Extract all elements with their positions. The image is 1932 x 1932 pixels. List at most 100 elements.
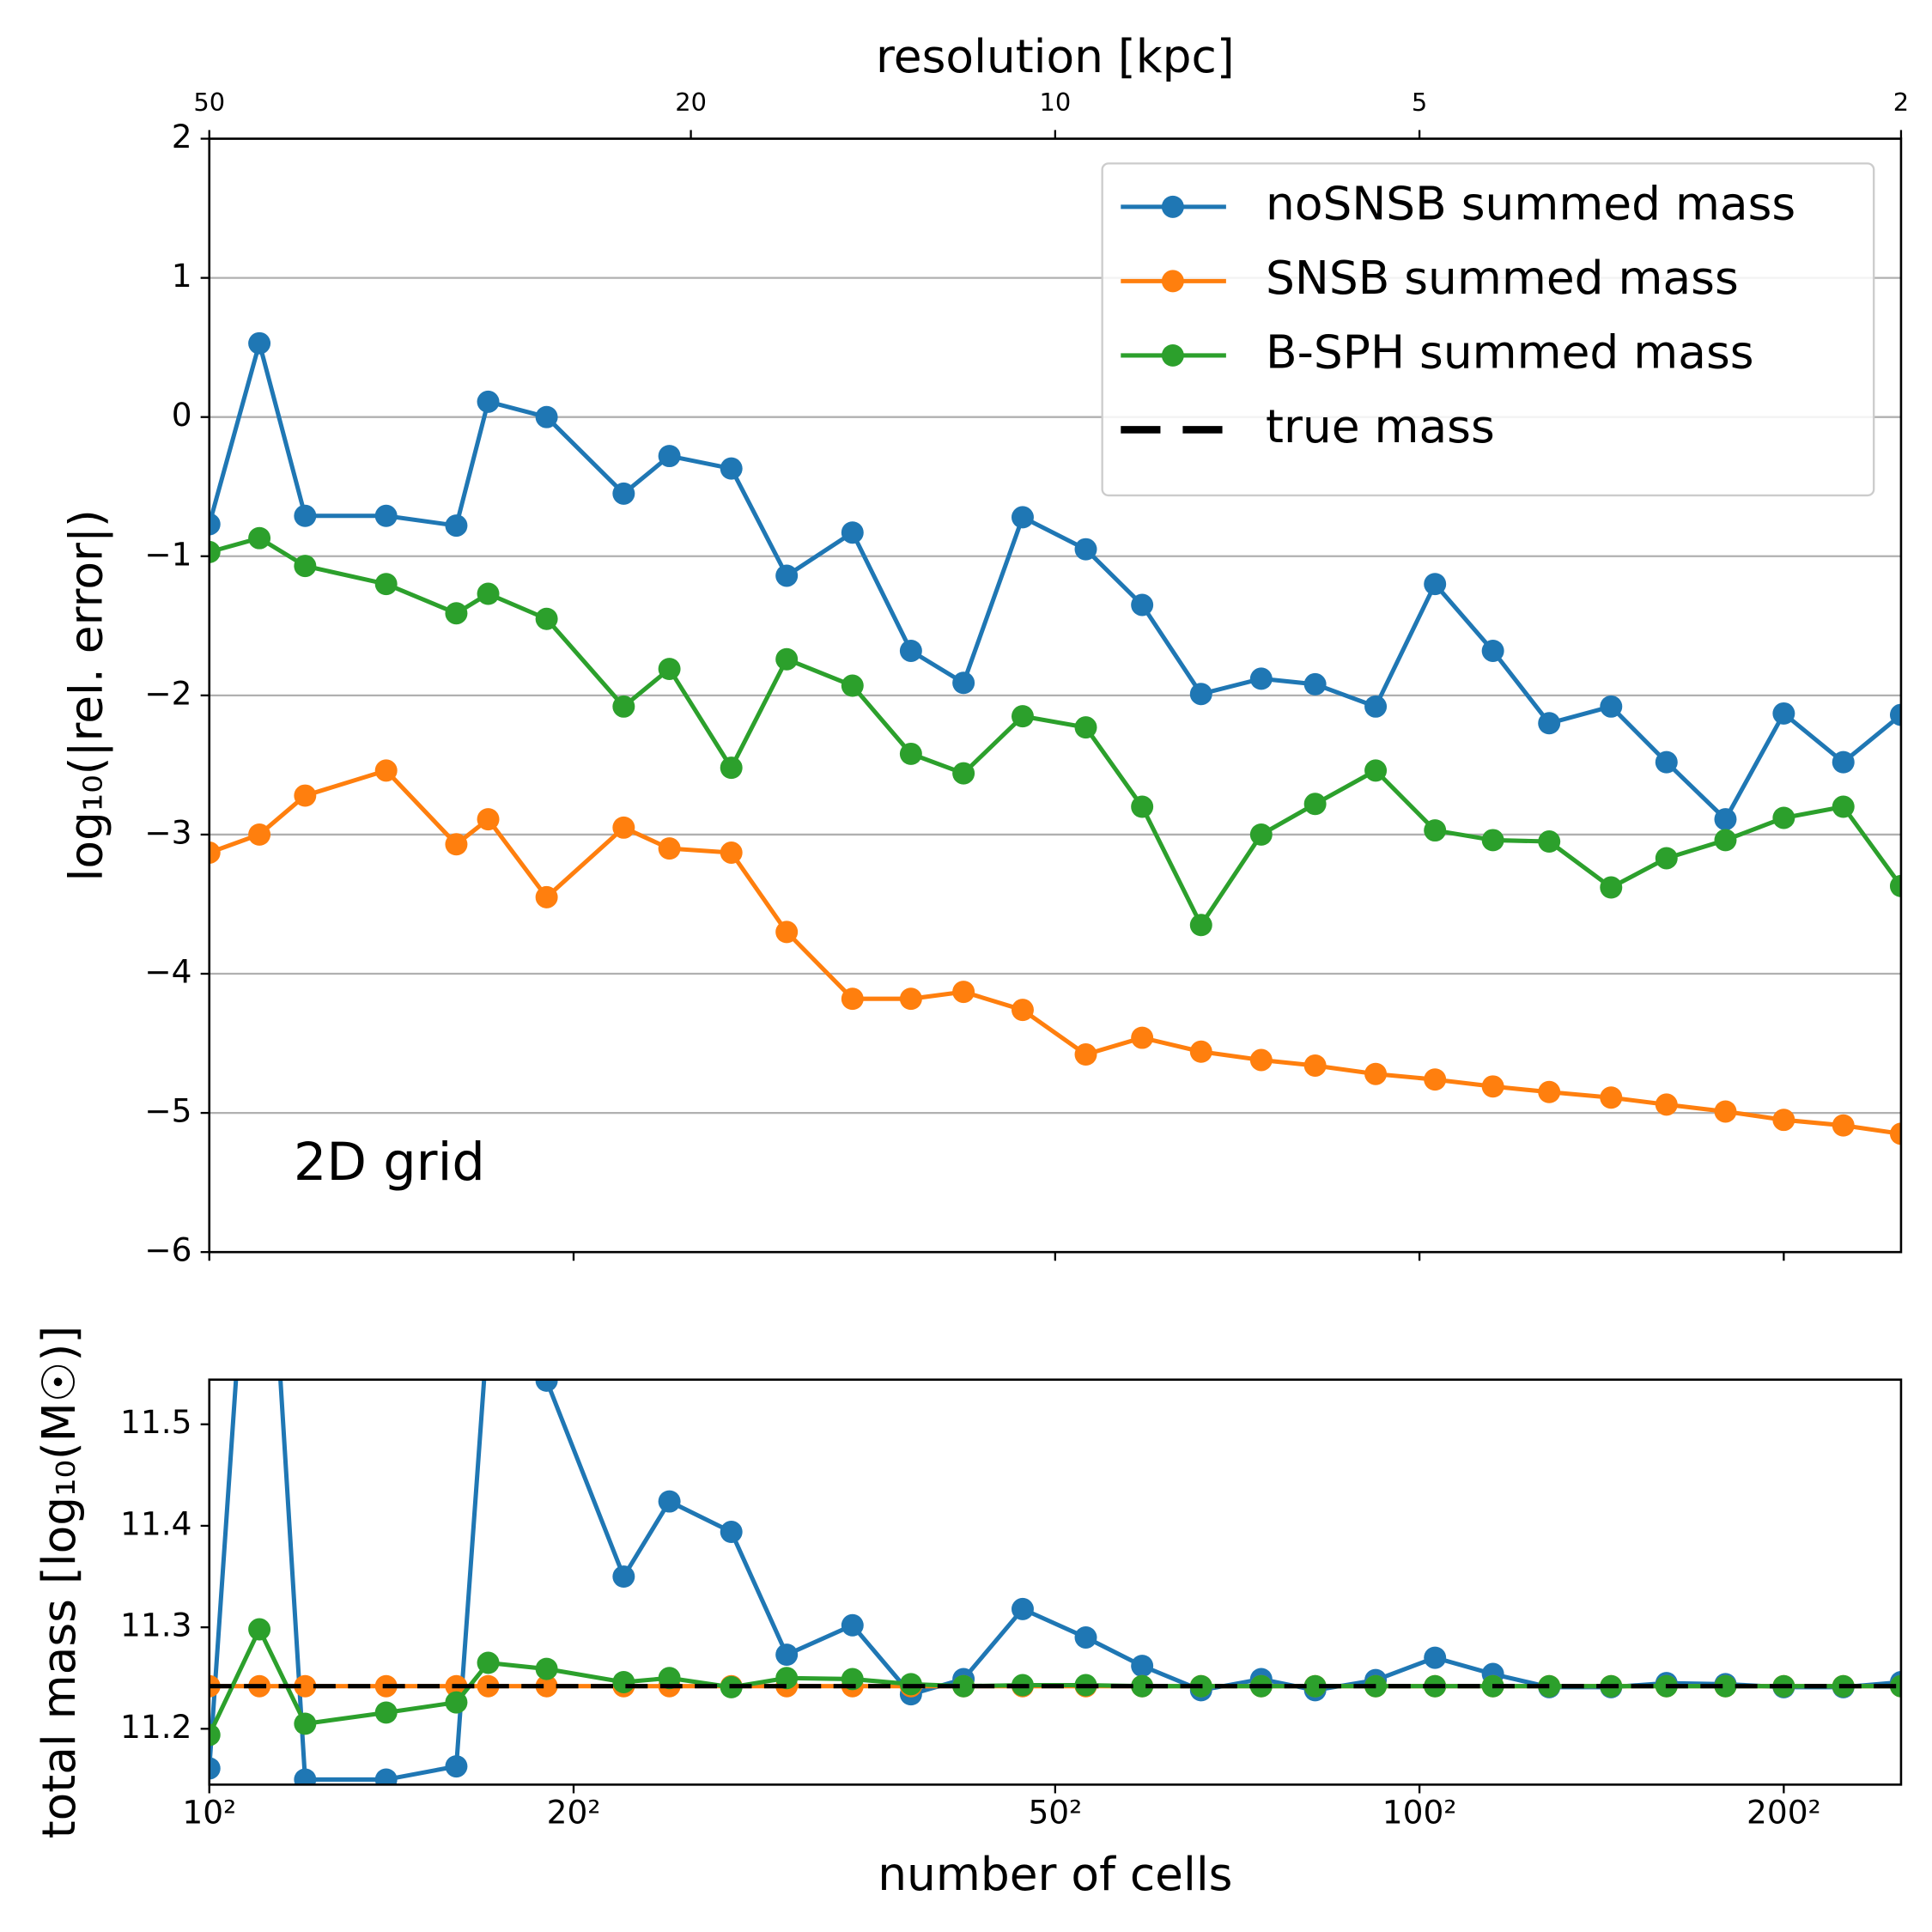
y-tick-label: −3: [144, 813, 191, 851]
x-axis-label: number of cells: [878, 1847, 1232, 1901]
data-point: [535, 1674, 558, 1698]
legend-box: [1101, 162, 1875, 497]
x-tick-label: 10²: [182, 1793, 236, 1831]
data-point: [374, 573, 398, 596]
data-point: [1074, 1043, 1097, 1066]
data-point: [445, 602, 468, 625]
axes-frame: [208, 1378, 1903, 1786]
data-point: [294, 1712, 317, 1735]
data-point: [1424, 573, 1447, 596]
data-point: [1424, 819, 1447, 842]
data-point: [952, 762, 975, 785]
data-point: [899, 742, 922, 765]
data-point: [535, 1379, 558, 1392]
data-point: [1074, 1625, 1097, 1649]
data-point: [720, 457, 743, 480]
legend: noSNSB summed mass SNSB summed mass B-SPH …: [1101, 162, 1875, 497]
legend-label: noSNSB summed mass: [1266, 177, 1795, 231]
data-point: [1832, 1114, 1855, 1137]
series-line: [209, 768, 1901, 1136]
annotation: 2D grid: [294, 1133, 485, 1193]
data-point: [445, 1755, 468, 1778]
data-point: [841, 1613, 864, 1637]
data-point: [612, 816, 635, 839]
data-point: [775, 920, 799, 944]
legend-marker: [1161, 343, 1184, 367]
data-point: [1655, 847, 1678, 870]
data-point: [477, 390, 500, 413]
data-point: [612, 695, 635, 718]
data-point: [1303, 793, 1327, 816]
data-point: [248, 1618, 271, 1641]
data-point: [1249, 667, 1273, 690]
series-line: [209, 536, 1901, 927]
data-point: [1481, 640, 1504, 662]
data-point: [899, 640, 922, 662]
data-point: [1481, 829, 1504, 852]
data-point: [1303, 1674, 1327, 1698]
data-point: [1189, 1040, 1212, 1063]
data-point: [294, 555, 317, 578]
data-point: [535, 1657, 558, 1680]
data-point: [294, 1768, 317, 1785]
data-point: [209, 1757, 221, 1780]
data-point: [248, 1028, 270, 1050]
data-point: [209, 1723, 221, 1747]
data-point: [1189, 914, 1212, 937]
y-tick-label: 2: [172, 118, 192, 155]
data-point: [374, 504, 398, 527]
data-point: [1714, 1100, 1737, 1123]
y-tick-label: 1: [172, 257, 192, 295]
data-point: [535, 885, 558, 908]
data-point: [248, 331, 271, 355]
data-point: [1772, 702, 1795, 725]
data-point: [775, 564, 799, 587]
x-tick-label: 50²: [1028, 1793, 1082, 1831]
plot-area: [209, 1028, 1901, 1785]
data-point: [841, 521, 864, 544]
data-point: [658, 837, 681, 860]
data-point: [1131, 1026, 1154, 1049]
y-axis-label: total mass [log₁₀(M☉)]: [32, 1326, 86, 1838]
data-point: [952, 981, 975, 1004]
data-point: [720, 756, 743, 780]
data-point: [1364, 695, 1388, 718]
data-point: [1481, 1075, 1504, 1098]
data-point: [1424, 1646, 1447, 1669]
data-point: [1364, 759, 1388, 782]
data-point: [1600, 876, 1623, 899]
data-point: [658, 445, 681, 468]
x-tick-label: 200²: [1747, 1793, 1821, 1831]
data-point: [477, 1312, 500, 1334]
y-tick-label: −4: [144, 953, 191, 991]
y-tick-label: 11.3: [120, 1607, 191, 1644]
plot-area: [209, 331, 1901, 1145]
data-point: [477, 808, 500, 831]
data-point: [248, 526, 271, 550]
data-point: [1303, 1054, 1327, 1077]
data-point: [952, 671, 975, 695]
legend-marker: [1161, 270, 1184, 293]
y-axis-label: log₁₀(|rel. error|): [58, 509, 112, 881]
data-point: [658, 1667, 681, 1690]
panel: −6 −5 −4 −3 −2 −1 0 1 2 log₁₀(|rel. error|) 2D gri…: [58, 118, 1903, 1269]
data-point: [1074, 538, 1097, 561]
data-point: [1131, 795, 1154, 818]
data-point: [445, 514, 468, 538]
data-point: [720, 1521, 743, 1544]
x2-tick-label: 10: [1040, 88, 1072, 117]
data-point: [775, 647, 799, 671]
data-point: [1714, 1674, 1737, 1698]
data-point: [1832, 795, 1855, 818]
data-point: [294, 504, 317, 527]
data-point: [209, 540, 221, 563]
panel: 11.2 11.3 11.4 11.5 10² 20² 50² 100² 200² total m…: [32, 1028, 1903, 1838]
data-point: [294, 784, 317, 807]
data-point: [209, 841, 221, 864]
data-point: [1655, 750, 1678, 774]
legend-label: true mass: [1266, 399, 1495, 453]
data-point: [535, 405, 558, 428]
data-point: [1889, 1122, 1901, 1145]
